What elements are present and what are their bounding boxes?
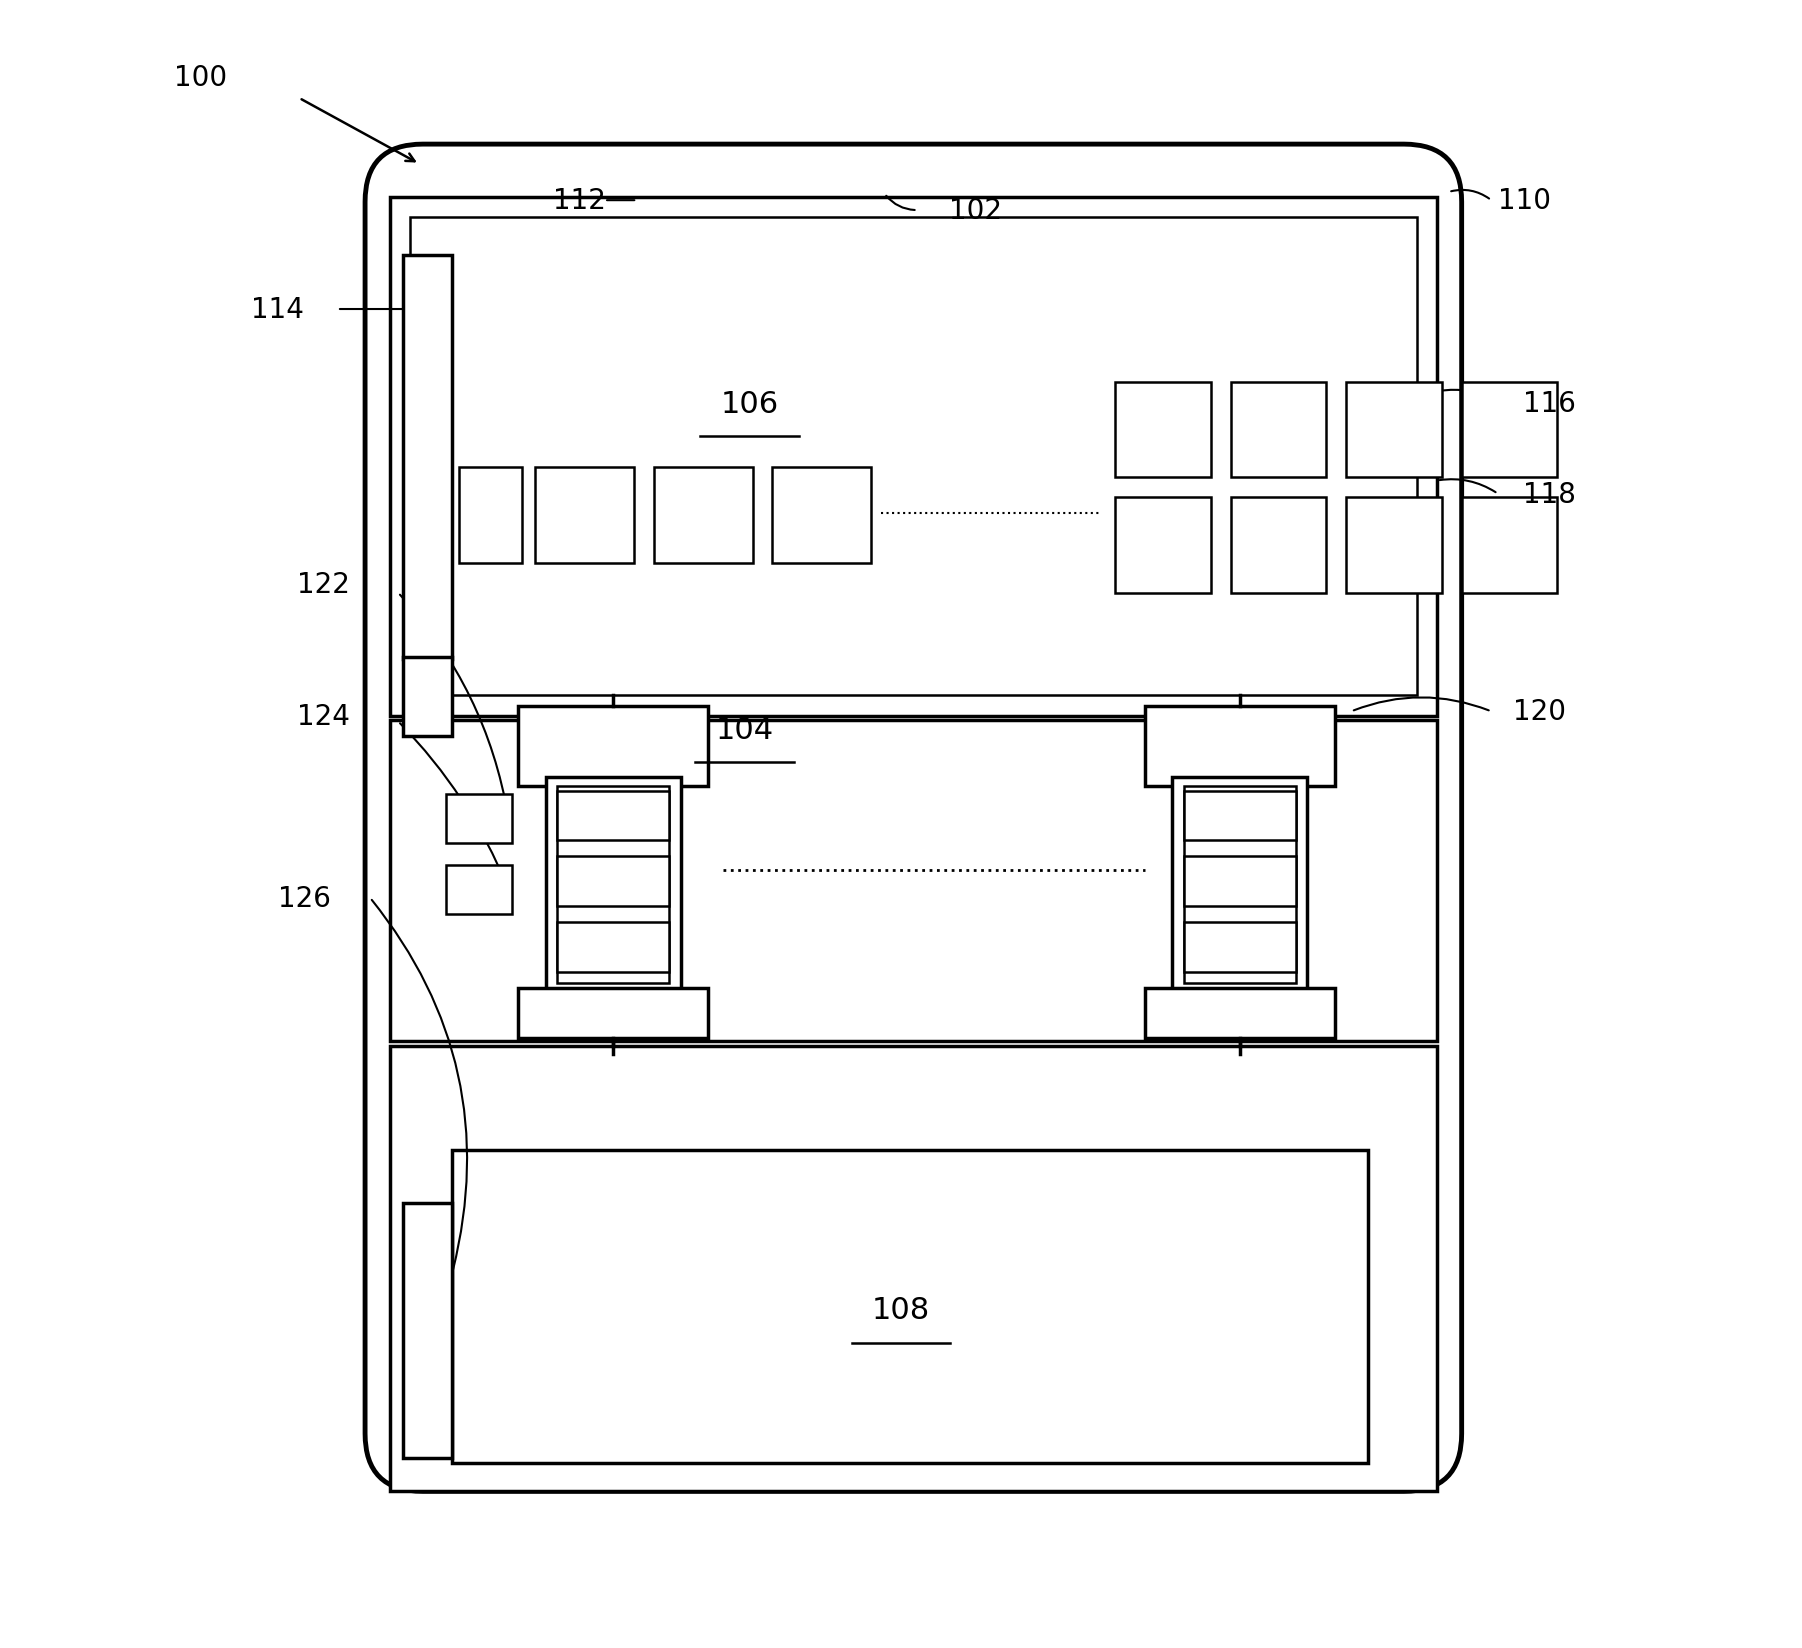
Bar (1461, 382, 1557, 478)
Text: 110: 110 (1497, 188, 1552, 214)
Text: 126: 126 (278, 885, 330, 911)
Bar (1346, 382, 1442, 478)
Text: 124: 124 (297, 704, 350, 730)
Bar (404, 658, 452, 737)
Bar (1461, 498, 1557, 593)
Bar (452, 1150, 1368, 1463)
Bar (404, 255, 452, 659)
Bar (1184, 857, 1296, 906)
Text: 116: 116 (1523, 391, 1575, 417)
Bar (1184, 923, 1296, 972)
FancyBboxPatch shape (366, 145, 1461, 1491)
Bar (654, 468, 753, 564)
Text: 108: 108 (872, 1295, 930, 1325)
Bar (557, 923, 669, 972)
Bar (1184, 791, 1296, 840)
Text: 114: 114 (250, 297, 305, 323)
Bar (1231, 382, 1326, 478)
Bar (519, 989, 708, 1038)
Bar (557, 786, 669, 984)
Bar (1144, 707, 1335, 786)
Bar (773, 468, 872, 564)
Bar (404, 1203, 452, 1458)
Bar (460, 468, 523, 564)
Bar (557, 791, 669, 840)
Bar (445, 865, 512, 915)
Bar (389, 198, 1436, 717)
Bar (1231, 498, 1326, 593)
Bar (535, 468, 634, 564)
Text: 100: 100 (173, 64, 227, 91)
Bar (409, 218, 1416, 695)
Text: 120: 120 (1512, 699, 1566, 725)
Bar (1346, 498, 1442, 593)
Text: 102: 102 (948, 198, 1002, 224)
Bar (557, 857, 669, 906)
Bar (445, 794, 512, 844)
Bar (1115, 382, 1211, 478)
Text: 112: 112 (553, 188, 605, 214)
Bar (519, 707, 708, 786)
Bar (546, 778, 681, 992)
Bar (1173, 778, 1308, 992)
Text: 106: 106 (721, 389, 778, 419)
Bar (389, 720, 1436, 1042)
Bar (1184, 786, 1296, 984)
Bar (1144, 989, 1335, 1038)
Text: 104: 104 (715, 715, 773, 745)
Text: 122: 122 (297, 572, 350, 598)
Text: 118: 118 (1523, 481, 1575, 508)
Bar (1115, 498, 1211, 593)
Bar (389, 1046, 1436, 1491)
